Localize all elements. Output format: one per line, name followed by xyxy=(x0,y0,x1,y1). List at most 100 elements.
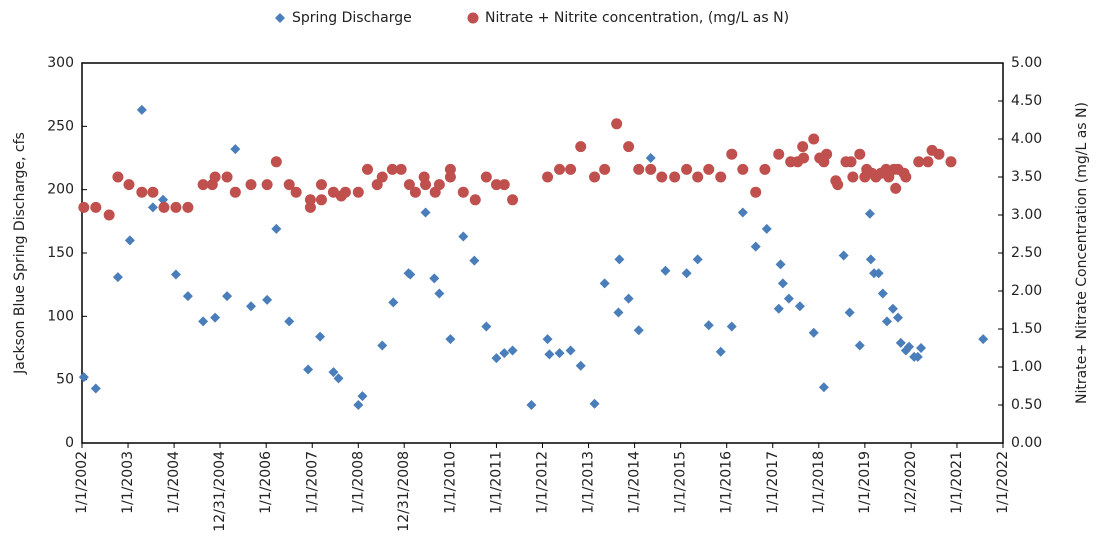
point xyxy=(913,156,925,168)
point xyxy=(123,179,135,191)
point xyxy=(481,321,492,332)
point xyxy=(352,186,364,198)
y2-tick-label: 3.50 xyxy=(1011,169,1042,185)
x-tick-label: 1/1/2014 xyxy=(627,451,643,514)
point xyxy=(818,382,829,393)
point xyxy=(750,241,761,252)
point xyxy=(229,186,241,198)
point xyxy=(773,148,785,160)
point xyxy=(877,288,888,299)
point xyxy=(542,171,554,183)
point xyxy=(158,201,170,213)
point xyxy=(864,208,875,219)
point xyxy=(480,171,492,183)
point xyxy=(78,201,90,213)
x-tick-label: 1/1/2022 xyxy=(995,451,1011,514)
legend-label: Nitrate + Nitrite concentration, (mg/L a… xyxy=(485,10,789,26)
point xyxy=(433,179,445,191)
y2-tick-label: 0.00 xyxy=(1011,435,1042,451)
point xyxy=(271,223,282,234)
point xyxy=(881,316,892,327)
point xyxy=(542,334,553,345)
point xyxy=(444,163,456,175)
point xyxy=(715,171,727,183)
point xyxy=(633,325,644,336)
point xyxy=(147,186,159,198)
point xyxy=(565,163,577,175)
point xyxy=(854,148,866,160)
point xyxy=(182,201,194,213)
x-tick-label: 1/1/2013 xyxy=(581,451,597,514)
point xyxy=(376,171,388,183)
point xyxy=(589,398,600,409)
point xyxy=(147,202,158,213)
x-tick-label: 1/1/2004 xyxy=(166,451,182,514)
y2-tick-label: 2.50 xyxy=(1011,245,1042,261)
point xyxy=(270,156,282,168)
y2-tick-label: 5.00 xyxy=(1011,55,1042,71)
point xyxy=(170,269,181,280)
point xyxy=(681,163,693,175)
point xyxy=(136,186,148,198)
point xyxy=(821,148,833,160)
point xyxy=(303,364,314,375)
point xyxy=(794,301,805,312)
point xyxy=(599,163,611,175)
point xyxy=(283,179,295,191)
point xyxy=(645,163,657,175)
point xyxy=(230,144,241,155)
point xyxy=(904,341,915,352)
point xyxy=(124,235,135,246)
point xyxy=(469,194,481,206)
point xyxy=(715,346,726,357)
point xyxy=(844,307,855,318)
point xyxy=(182,291,193,302)
y-axis-title: Jackson Blue Spring Discharge, cfs xyxy=(12,132,28,375)
point xyxy=(777,278,788,289)
point xyxy=(887,303,898,314)
y2-tick-label: 1.00 xyxy=(1011,359,1042,375)
point xyxy=(362,163,374,175)
x-tick-label: 12/31/2004 xyxy=(212,451,228,532)
x-tick-label: 1/1/2010 xyxy=(442,451,458,514)
point xyxy=(420,207,431,218)
point xyxy=(210,312,221,323)
point xyxy=(726,321,737,332)
legend-label: Spring Discharge xyxy=(292,10,412,26)
point xyxy=(613,307,624,318)
point xyxy=(457,186,469,198)
y-tick-label: 250 xyxy=(47,118,74,134)
point xyxy=(916,343,927,353)
legend-marker xyxy=(275,13,285,23)
y2-tick-label: 4.00 xyxy=(1011,131,1042,147)
point xyxy=(377,340,388,351)
point xyxy=(895,337,906,348)
point xyxy=(838,250,849,261)
point xyxy=(703,320,714,331)
point xyxy=(808,133,820,145)
point xyxy=(409,186,421,198)
y-tick-label: 200 xyxy=(47,182,74,198)
point xyxy=(978,334,989,345)
y-tick-label: 150 xyxy=(47,245,74,261)
point xyxy=(554,348,565,359)
point xyxy=(429,273,440,284)
x-tick-label: 1/1/2003 xyxy=(120,451,136,514)
point xyxy=(832,179,844,191)
point xyxy=(507,345,518,356)
y2-tick-label: 3.00 xyxy=(1011,207,1042,223)
point xyxy=(221,171,233,183)
point xyxy=(692,254,703,265)
point xyxy=(304,201,316,213)
point xyxy=(759,163,771,175)
point xyxy=(797,141,809,153)
x-tick-label: 1/1/2008 xyxy=(350,451,366,514)
y-tick-label: 300 xyxy=(47,55,74,71)
point xyxy=(245,179,257,191)
x-tick-label: 12/31/2008 xyxy=(396,451,412,532)
x-tick-label: 1/1/2011 xyxy=(488,451,504,514)
point xyxy=(490,179,502,191)
point xyxy=(198,316,209,327)
point xyxy=(434,288,445,299)
point xyxy=(357,391,368,402)
